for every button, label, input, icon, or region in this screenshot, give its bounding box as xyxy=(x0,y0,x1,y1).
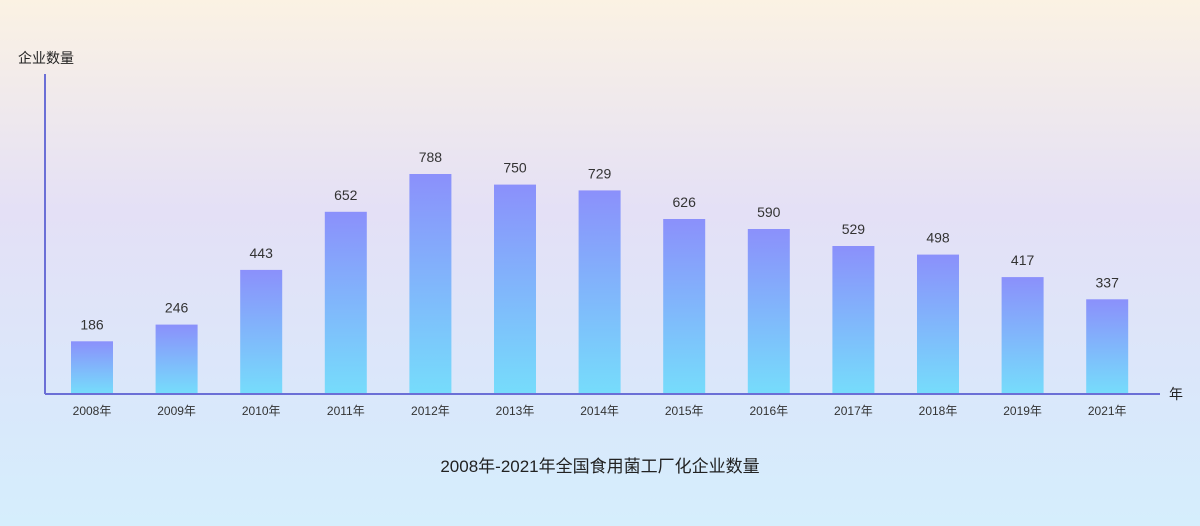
bar-2 xyxy=(240,269,283,393)
bar-4 xyxy=(409,174,452,393)
x-tick-label-11: 2019年 xyxy=(1003,404,1042,418)
bar-3 xyxy=(324,211,367,393)
bar-12 xyxy=(1086,299,1129,393)
bar-6 xyxy=(578,190,621,393)
value-label-0: 186 xyxy=(80,316,104,332)
bars-group xyxy=(71,174,1129,393)
bar-10 xyxy=(917,254,959,393)
y-axis-label: 企业数量 xyxy=(18,50,74,66)
bar-0 xyxy=(71,341,113,393)
x-tick-label-7: 2015年 xyxy=(665,404,704,418)
bar-11 xyxy=(1001,277,1044,393)
bar-7 xyxy=(663,219,706,393)
bar-1 xyxy=(155,324,198,393)
value-label-2: 443 xyxy=(250,245,274,261)
x-tick-label-4: 2012年 xyxy=(411,404,450,418)
x-tick-label-5: 2013年 xyxy=(496,404,535,418)
value-labels-group: 186 246 443 652 788 750 729 626 590 529 498 417 337 xyxy=(80,149,1119,332)
x-tick-label-8: 2016年 xyxy=(749,404,788,418)
value-label-12: 337 xyxy=(1096,274,1120,290)
x-axis-label: 年 xyxy=(1169,386,1183,402)
value-label-1: 246 xyxy=(165,300,189,316)
value-label-7: 626 xyxy=(673,194,697,210)
value-label-11: 417 xyxy=(1011,252,1035,268)
value-label-8: 590 xyxy=(757,204,781,220)
value-label-9: 529 xyxy=(842,221,866,237)
value-label-5: 750 xyxy=(503,160,527,176)
value-label-4: 788 xyxy=(419,149,443,165)
chart-title: 2008年-2021年全国食用菌工厂化企业数量 xyxy=(440,457,759,476)
value-label-6: 729 xyxy=(588,165,612,181)
value-label-3: 652 xyxy=(334,187,358,203)
x-tick-label-0: 2008年 xyxy=(73,404,112,418)
bar-5 xyxy=(494,184,536,393)
x-tick-label-10: 2018年 xyxy=(919,404,958,418)
x-tick-label-2: 2010年 xyxy=(242,404,281,418)
x-tick-label-1: 2009年 xyxy=(157,404,196,418)
x-tick-labels-group: 2008年 2009年 2010年 2011年 2012年 2013年 2014年 2015年… xyxy=(73,404,1127,418)
x-tick-label-3: 2011年 xyxy=(327,404,365,418)
x-tick-label-9: 2017年 xyxy=(834,404,873,418)
bar-9 xyxy=(832,246,875,393)
bar-8 xyxy=(747,229,790,393)
x-tick-label-6: 2014年 xyxy=(580,404,619,418)
value-label-10: 498 xyxy=(926,230,950,246)
x-tick-label-12: 2021年 xyxy=(1088,404,1127,418)
